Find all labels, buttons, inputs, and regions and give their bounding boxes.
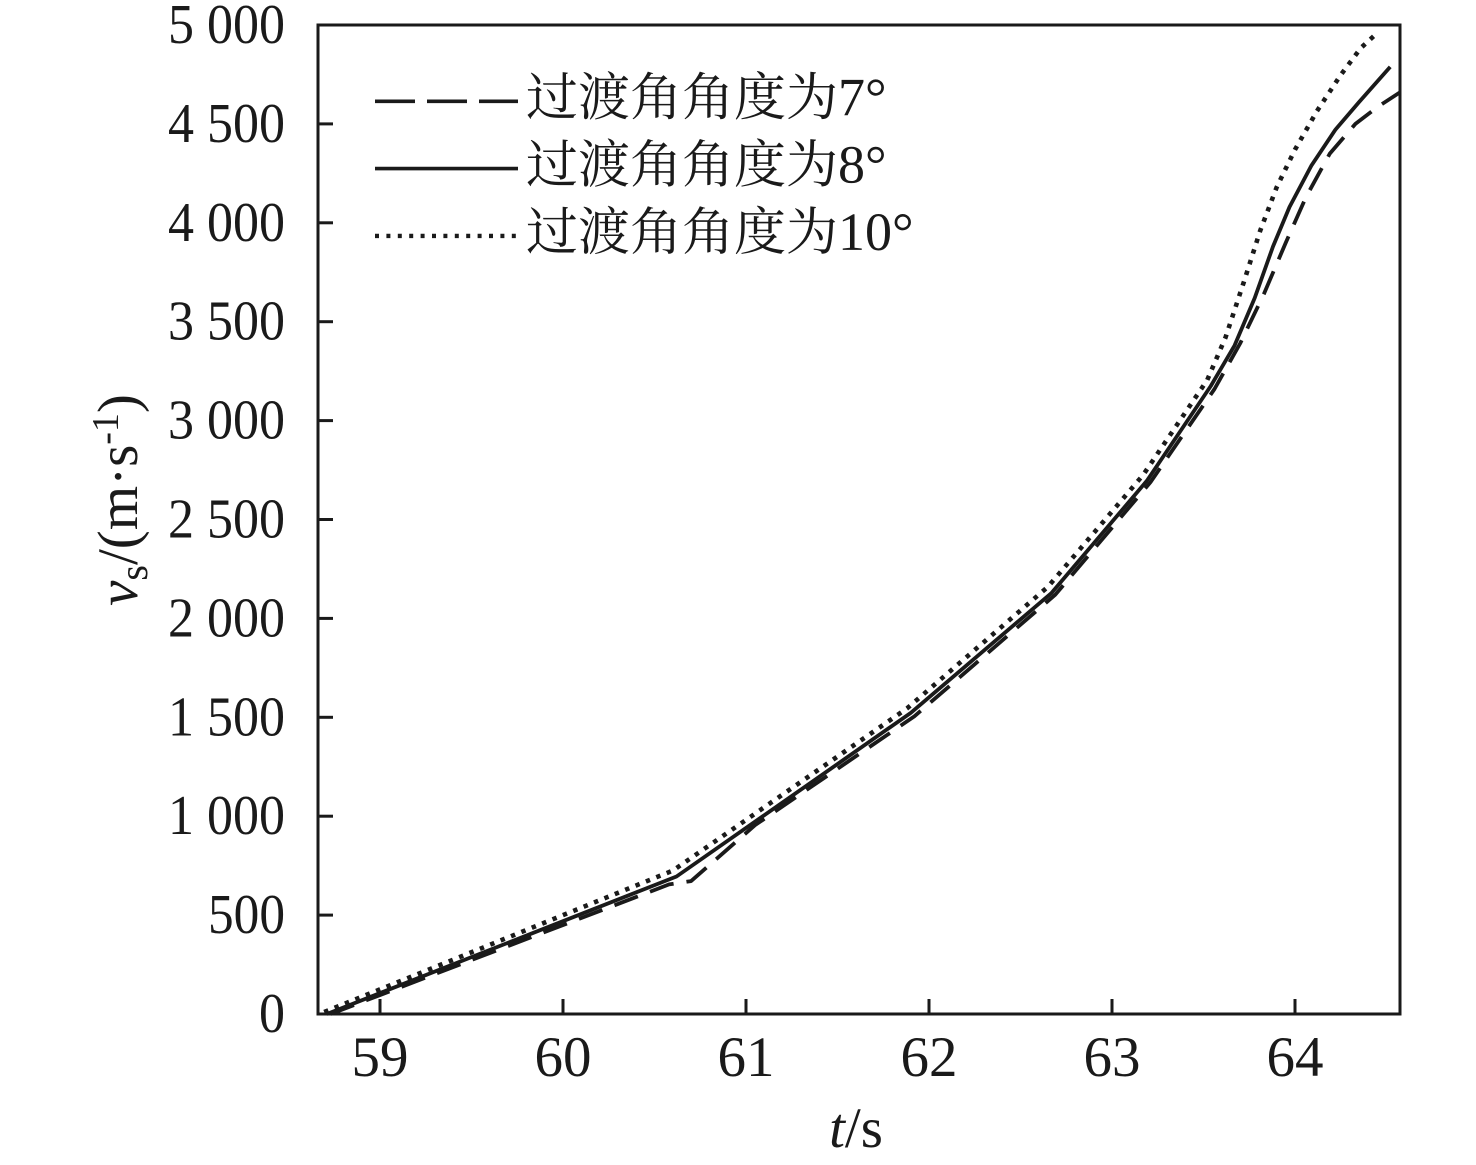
x-axis-title-unit: /s [845,1097,883,1160]
legend-item: 过渡角角度为10° [375,205,911,261]
curve-8deg-solid [326,65,1392,1016]
data-series [323,31,1402,1016]
legend-label: 过渡角角度为7° [526,70,871,126]
y-tick-label: 500 [208,884,285,946]
y-tick-label: 4 500 [168,93,285,155]
x-tick-label: 60 [534,1026,591,1089]
x-tick-label: 59 [352,1026,409,1089]
x-tick-label: 63 [1083,1026,1140,1089]
y-axis-title: vs/(m·s-1) [85,394,156,606]
legend-label: 过渡角角度为10° [526,205,896,261]
y-tick-label: 2 000 [168,587,285,649]
x-axis-title: t/s [829,1097,883,1160]
legend: 过渡角角度为7° 过渡角角度为8° 过渡角角度为10° [375,70,911,261]
y-axis-title-unit-close: ) [87,394,150,413]
y-ticks [318,23,333,1016]
y-axis-title-variable: v [87,580,150,606]
x-tick-labels: 59 60 61 62 63 64 [352,1026,1324,1089]
y-tick-label: 3 500 [168,291,285,353]
legend-item: 过渡角角度为8° [375,138,884,194]
y-tick-labels: 0 500 1 000 1 500 2 000 2 500 3 000 3 500 4 000 4… [168,0,285,1045]
x-tick-label: 64 [1266,1026,1323,1089]
x-tick-label: 61 [717,1026,774,1089]
y-axis-title-unit: /(m·s [87,445,150,565]
y-tick-label: 1 000 [168,785,285,847]
y-tick-label: 0 [259,983,285,1045]
curve-7deg-dashed [329,90,1402,1016]
y-tick-label: 2 500 [168,489,285,551]
y-tick-label: 3 000 [168,390,285,452]
x-tick-label: 62 [900,1026,957,1089]
y-tick-label: 5 000 [168,0,285,56]
y-tick-label: 1 500 [168,686,285,748]
x-ticks [378,999,1297,1014]
y-axis-title-superscript: -1 [85,413,127,445]
y-axis-title-subscript: s [111,565,156,581]
legend-item: 过渡角角度为7° [375,70,884,126]
legend-label: 过渡角角度为8° [526,138,871,194]
x-axis-title-variable: t [829,1097,846,1160]
plot-frame [316,23,1402,1016]
curve-10deg-dotted [323,31,1379,1015]
y-tick-label: 4 000 [168,192,285,254]
